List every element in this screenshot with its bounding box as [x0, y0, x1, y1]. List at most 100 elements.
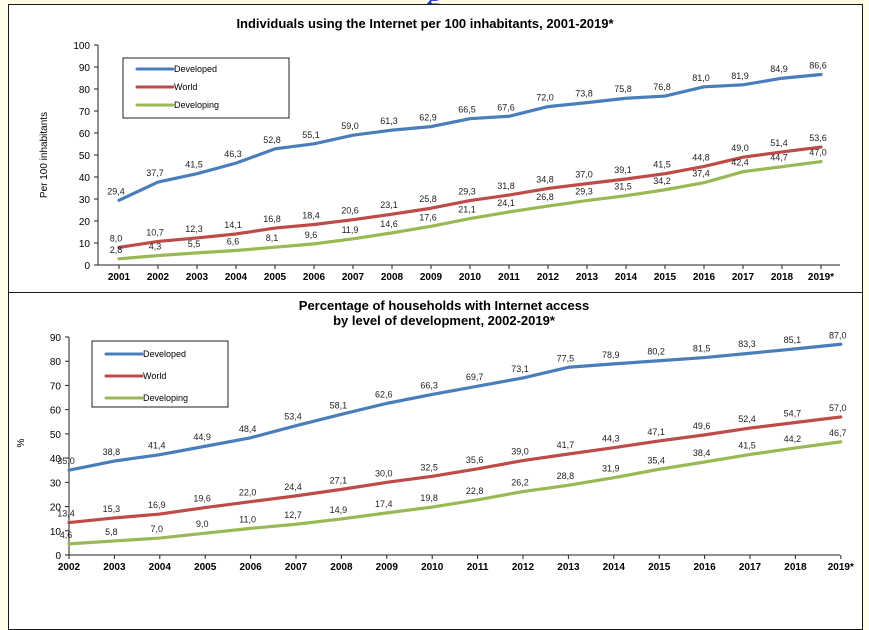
data-point: 12,7 — [284, 510, 302, 525]
data-point: 49,0 — [731, 143, 749, 158]
data-label: 35,0 — [57, 456, 75, 466]
data-label: 62,6 — [375, 389, 393, 399]
data-label: 77,5 — [557, 353, 575, 363]
data-point: 76,8 — [653, 82, 671, 97]
data-point: 5,5 — [188, 239, 200, 253]
x-tick-label: 2010 — [421, 562, 444, 573]
data-point: 47,0 — [809, 148, 827, 162]
data-point: 24,1 — [497, 198, 515, 213]
y-tick-label: 60 — [79, 129, 91, 140]
data-point: 30,0 — [375, 468, 393, 483]
data-point: 14,1 — [224, 220, 242, 235]
x-tick-label: 2018 — [784, 562, 807, 573]
data-point: 22,0 — [239, 488, 256, 502]
data-label: 12,7 — [284, 510, 302, 520]
data-point: 8,0 — [110, 233, 122, 248]
data-label: 49,6 — [693, 421, 711, 431]
data-label: 18,4 — [302, 211, 320, 221]
data-label: 37,7 — [146, 168, 164, 178]
data-label: 39,1 — [614, 165, 632, 175]
x-tick-label: 2008 — [381, 272, 404, 283]
y-tick-label: 80 — [79, 85, 91, 96]
data-point: 11,9 — [342, 225, 358, 239]
data-point: 29,4 — [107, 186, 125, 201]
data-label: 24,4 — [284, 482, 302, 492]
data-label: 35,6 — [466, 455, 484, 465]
data-point: 31,9 — [602, 464, 620, 478]
data-label: 12,3 — [185, 224, 203, 234]
data-label: 49,0 — [731, 143, 749, 153]
data-label: 61,3 — [380, 116, 398, 126]
data-label: 31,5 — [614, 182, 632, 192]
y-tick-label: 80 — [50, 357, 62, 368]
legend-label-world: World — [174, 82, 197, 92]
y-tick-label: 50 — [50, 430, 62, 441]
data-point: 26,2 — [511, 478, 529, 492]
x-tick-label: 2010 — [459, 272, 482, 283]
data-point: 69,7 — [466, 372, 483, 387]
y-axis-label: % — [16, 438, 27, 447]
data-label: 37,0 — [575, 170, 593, 180]
data-point: 23,1 — [380, 200, 398, 215]
data-label: 31,8 — [497, 181, 515, 191]
data-point: 31,5 — [614, 182, 632, 196]
data-point: 2,8 — [110, 245, 122, 259]
y-tick-label: 60 — [50, 406, 62, 417]
data-point: 34,8 — [536, 174, 554, 189]
chart-title: Percentage of households with Internet a… — [299, 298, 589, 313]
data-label: 31,9 — [602, 464, 620, 474]
data-point: 41,7 — [557, 440, 574, 455]
data-point: 41,5 — [185, 160, 203, 174]
data-point: 8,1 — [266, 233, 279, 248]
data-label: 41,4 — [148, 441, 166, 451]
data-label: 5,8 — [105, 527, 118, 537]
data-label: 8,1 — [266, 233, 279, 243]
data-point: 51,4 — [770, 138, 788, 153]
data-label: 25,8 — [419, 194, 437, 204]
chart-title: Individuals using the Internet per 100 i… — [236, 16, 614, 31]
y-tick-label: 90 — [50, 333, 62, 344]
data-point: 66,5 — [458, 105, 476, 119]
data-label: 11,0 — [239, 514, 256, 524]
x-tick-label: 2019* — [828, 562, 854, 573]
data-label: 41,5 — [653, 160, 671, 170]
data-label: 41,5 — [738, 440, 756, 450]
x-tick-label: 2012 — [512, 562, 535, 573]
data-point: 44,3 — [602, 434, 620, 448]
data-point: 14,9 — [330, 505, 347, 520]
data-point: 27,1 — [330, 475, 347, 490]
data-point: 87,0 — [829, 330, 847, 345]
data-point: 21,1 — [458, 205, 476, 219]
data-label: 44,9 — [193, 432, 211, 442]
x-tick-label: 2009 — [376, 562, 399, 573]
data-point: 29,3 — [575, 187, 593, 201]
data-label: 86,6 — [809, 60, 827, 70]
data-label: 16,9 — [148, 500, 166, 510]
data-label: 38,4 — [693, 448, 711, 458]
y-axis-label: Per 100 inhabitants — [39, 112, 50, 198]
data-point: 52,4 — [738, 414, 756, 429]
data-point: 62,6 — [375, 389, 393, 404]
data-label: 24,1 — [497, 198, 515, 208]
data-point: 14,6 — [380, 219, 398, 233]
data-point: 24,4 — [284, 482, 302, 496]
x-tick-label: 2005 — [264, 272, 287, 283]
x-tick-label: 2007 — [285, 562, 308, 573]
data-label: 9,6 — [305, 230, 318, 240]
data-point: 39,0 — [511, 447, 529, 461]
data-label: 52,4 — [738, 414, 756, 424]
data-point: 7,0 — [151, 524, 163, 539]
x-tick-label: 2017 — [732, 272, 755, 283]
y-tick-label: 20 — [50, 503, 62, 514]
data-point: 44,9 — [193, 432, 211, 447]
x-tick-label: 2011 — [498, 272, 520, 283]
data-point: 19,6 — [193, 494, 211, 508]
data-label: 81,9 — [731, 71, 749, 81]
data-label: 57,0 — [829, 403, 847, 413]
x-tick-label: 2009 — [420, 272, 443, 283]
data-point: 18,4 — [302, 211, 320, 225]
data-label: 21,1 — [458, 205, 476, 215]
y-tick-label: 10 — [79, 239, 91, 250]
data-point: 47,1 — [647, 427, 665, 442]
data-point: 46,3 — [224, 149, 242, 164]
